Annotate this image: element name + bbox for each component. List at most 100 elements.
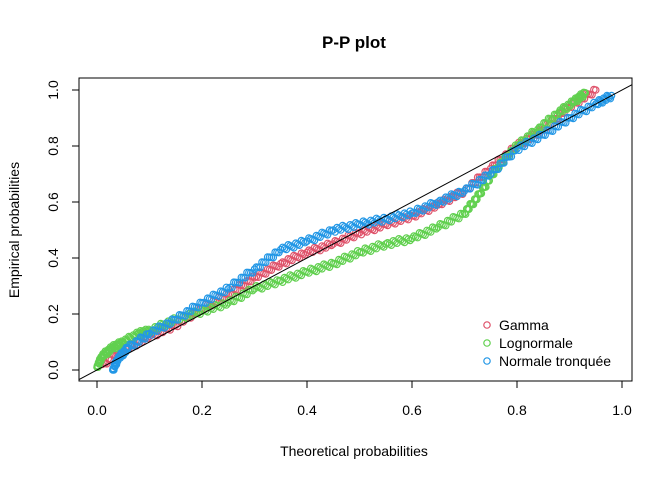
data-point-fill	[588, 91, 596, 99]
data-point	[581, 89, 590, 97]
x-tick-label: 1.0	[612, 402, 632, 418]
x-tick-label: 0.4	[297, 402, 317, 418]
data-point-fill	[207, 295, 216, 304]
data-point-fill	[372, 214, 381, 223]
data-point-fill	[350, 233, 358, 242]
data-point-fill	[548, 127, 557, 136]
y-tick-label: 0.2	[45, 304, 61, 324]
data-point-fill	[440, 198, 448, 206]
data-point-fill	[181, 312, 189, 320]
data-point-fill	[393, 210, 401, 218]
data-point-fill	[166, 320, 174, 329]
data-point-fill	[441, 221, 450, 230]
data-point-fill	[338, 257, 347, 266]
data-point-fill	[473, 181, 482, 189]
data-point-fill	[254, 273, 263, 282]
x-tick-label: 0.6	[402, 402, 422, 418]
data-point-fill	[413, 233, 422, 242]
data-point-fill	[432, 225, 441, 233]
y-axis-label: Empirical probabilities	[6, 162, 22, 298]
data-point-fill	[604, 92, 612, 101]
x-tick-label: 0.0	[87, 402, 107, 418]
y-tick-label: 0.8	[45, 136, 61, 156]
x-tick-label: 0.2	[192, 402, 212, 418]
data-point-fill	[323, 231, 332, 239]
legend-item: Normale tronquée	[483, 353, 611, 369]
data-point-fill	[445, 195, 454, 203]
data-point-fill	[301, 238, 309, 247]
data-points	[93, 85, 616, 374]
data-point-fill	[485, 172, 493, 180]
data-point-fill	[419, 207, 428, 215]
data-point-fill	[288, 256, 296, 265]
data-point-fill	[528, 139, 536, 148]
data-point-fill	[395, 235, 403, 243]
data-point-fill	[186, 307, 195, 316]
y-tick-label: 0.4	[45, 248, 61, 268]
data-point-fill	[215, 292, 223, 301]
data-point-fill	[453, 192, 461, 201]
data-point-fill	[243, 290, 251, 299]
legend-marker	[483, 357, 491, 365]
legend-marker	[483, 321, 491, 329]
data-point	[513, 142, 521, 150]
legend-label: Gamma	[499, 317, 549, 333]
data-point-fill	[515, 146, 523, 155]
data-point-fill	[605, 93, 614, 102]
data-point-fill	[582, 107, 591, 116]
x-tick-label: 0.8	[507, 402, 527, 418]
data-point-fill	[230, 297, 238, 306]
data-point-fill	[425, 207, 433, 216]
data-point-fill	[201, 299, 210, 308]
data-point-fill	[533, 135, 542, 144]
data-point	[276, 259, 285, 268]
data-point-fill	[282, 259, 291, 268]
data-point-fill	[153, 327, 161, 336]
data-point-fill	[359, 217, 368, 226]
data-point	[486, 170, 495, 178]
y-axis: 0.0 0.2 0.4 0.6 0.8 1.0	[45, 80, 80, 380]
y-tick-label: 0.0	[45, 360, 61, 380]
legend: Gamma Lognormale Normale tronquée	[483, 317, 611, 369]
data-point-fill	[248, 269, 257, 277]
data-point-fill	[402, 234, 411, 242]
data-point-fill	[406, 236, 414, 245]
data-point-fill	[160, 324, 169, 332]
data-point-fill	[267, 266, 276, 275]
chart-title: P-P plot	[322, 33, 386, 52]
data-point-fill	[222, 283, 231, 292]
data-point-fill	[153, 331, 161, 340]
legend-item: Lognormale	[483, 335, 573, 351]
data-point-fill	[579, 93, 587, 101]
data-point-fill	[327, 241, 336, 250]
data-point-fill	[411, 209, 420, 218]
data-point-fill	[479, 176, 488, 185]
data-point-fill	[246, 277, 255, 286]
data-point-fill	[426, 228, 435, 236]
data-point	[224, 284, 233, 293]
data-point-fill	[425, 203, 433, 212]
data-point-fill	[333, 260, 341, 269]
data-point-fill	[404, 211, 413, 220]
x-axis-label: Theoretical probabilities	[280, 443, 428, 459]
data-point-fill	[173, 316, 182, 324]
data-point-fill	[520, 142, 529, 151]
data-point-fill	[569, 114, 578, 123]
series-lognormale	[93, 88, 590, 372]
data-point-fill	[541, 131, 549, 140]
data-point	[607, 91, 616, 100]
data-point-fill	[466, 185, 474, 193]
data-point-fill	[144, 330, 152, 339]
data-point-fill	[194, 303, 203, 312]
data-point	[276, 245, 285, 254]
y-tick-label: 0.6	[45, 192, 61, 212]
data-point-fill	[338, 221, 347, 230]
data-point-fill	[404, 235, 413, 244]
legend-label: Normale tronquée	[499, 353, 611, 369]
data-point-fill	[455, 214, 463, 223]
x-axis: 0.0 0.2 0.4 0.6 0.8 1.0	[87, 380, 632, 418]
data-point-fill	[447, 218, 456, 226]
legend-marker	[483, 339, 491, 347]
data-point	[434, 198, 443, 206]
